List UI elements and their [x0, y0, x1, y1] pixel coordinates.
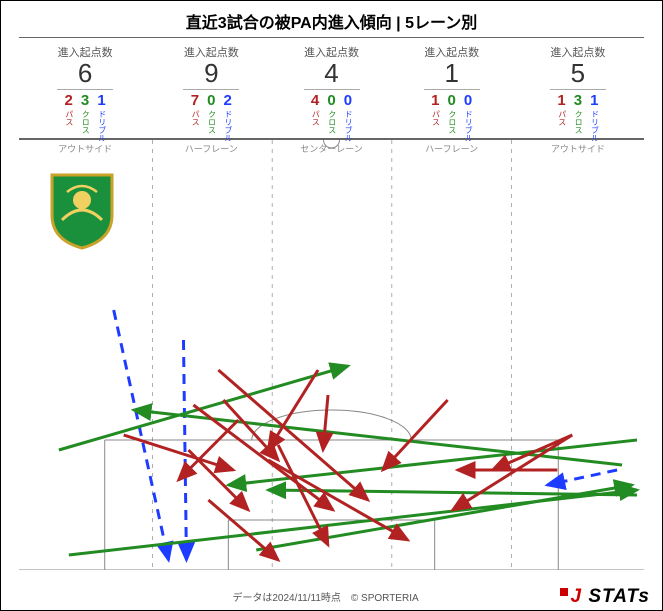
pitch-area: アウトサイドハーフレーンセンターレーンハーフレーンアウトサイド [19, 139, 644, 570]
lane-header-col: 進入起点数51パス3クロス1ドリブル [512, 38, 644, 138]
arrow-dribble [114, 310, 169, 560]
lane-header-col: 進入起点数11パス0クロス0ドリブル [392, 38, 512, 138]
footer: データは2024/11/11時点 © SPORTERIA J STATs [1, 589, 650, 604]
lane-dribble: 1ドリブル [97, 93, 105, 142]
lane-dribble: 2ドリブル [224, 93, 232, 142]
arrow-pass [188, 450, 248, 510]
lane-cross: 0クロス [327, 93, 335, 142]
lane-cross: 0クロス [447, 93, 455, 142]
lane-pass: 7パス [191, 93, 199, 142]
lane-cross: 3クロス [574, 93, 582, 142]
lane-header-col: 進入起点数44パス0クロス0ドリブル [271, 38, 391, 138]
lane-dribble: 1ドリブル [590, 93, 598, 142]
brand-logo: J STATs [560, 586, 650, 608]
lane-breakdown: 2パス 3クロス 1ドリブル [19, 93, 151, 142]
footer-text: データは2024/11/11時点 © SPORTERIA [232, 593, 418, 604]
lane-header-col: 進入起点数97パス0クロス2ドリブル [151, 38, 271, 138]
lane-breakdown: 4パス 0クロス 0ドリブル [271, 93, 391, 142]
lane-pass: 4パス [311, 93, 319, 142]
lane-breakdown: 1パス 3クロス 1ドリブル [512, 93, 644, 142]
lane-dribble: 0ドリブル [464, 93, 472, 142]
lane-pass: 1パス [557, 93, 565, 142]
lane-total: 9 [183, 58, 239, 90]
lane-total: 1 [424, 58, 480, 90]
lane-cross: 3クロス [81, 93, 89, 142]
lane-total: 4 [304, 58, 360, 90]
arrow-pass [223, 400, 278, 460]
lane-total: 5 [550, 58, 606, 90]
arrow-cross [134, 410, 622, 465]
lane-breakdown: 7パス 0クロス 2ドリブル [151, 93, 271, 142]
arrow-dribble [183, 340, 186, 560]
lane-pass: 2パス [65, 93, 73, 142]
lane-pass: 1パス [431, 93, 439, 142]
arrow-pass [208, 500, 278, 560]
lanes-header: 進入起点数62パス3クロス1ドリブル進入起点数97パス0クロス2ドリブル進入起点… [19, 37, 644, 139]
chart-container: 直近3試合の被PA内進入傾向 | 5レーン別 進入起点数62パス3クロス1ドリブ… [0, 0, 663, 611]
lane-dribble: 0ドリブル [344, 93, 352, 142]
chart-title: 直近3試合の被PA内進入傾向 | 5レーン別 [1, 1, 662, 37]
lane-header-col: 進入起点数62パス3クロス1ドリブル [19, 38, 151, 138]
arrow-pass [383, 400, 448, 470]
lane-cross: 0クロス [207, 93, 215, 142]
lane-breakdown: 1パス 0クロス 0ドリブル [392, 93, 512, 142]
arrow-cross [59, 366, 348, 450]
lane-total: 6 [57, 58, 113, 90]
arrow-pass [323, 395, 328, 450]
team-crest [47, 170, 117, 250]
arrow-dribble [547, 470, 617, 485]
arrow-pass [193, 405, 333, 510]
